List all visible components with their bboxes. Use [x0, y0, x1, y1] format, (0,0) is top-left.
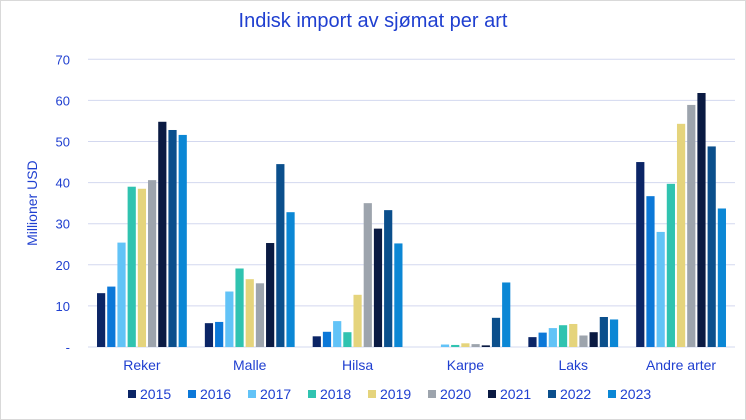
bar-reker-2020 [148, 180, 157, 347]
bar-reker-2022 [168, 129, 177, 347]
bar-reker-2021 [158, 121, 167, 347]
category-label: Reker [123, 357, 161, 373]
legend-label: 2017 [260, 386, 291, 402]
bar-reker-2018 [127, 186, 136, 347]
category-label: Laks [558, 357, 588, 373]
legend-label: 2020 [440, 386, 471, 402]
bar-andre-arter-2016 [646, 196, 655, 347]
bar-hilsa-2018 [343, 332, 352, 347]
y-tick-label: 70 [56, 52, 70, 67]
category-label: Andre arter [646, 357, 716, 373]
legend-swatch-2023 [608, 390, 616, 398]
bar-reker-2023 [178, 134, 187, 347]
category-label: Hilsa [342, 357, 373, 373]
bar-reker-2019 [137, 188, 147, 347]
legend-label: 2019 [380, 386, 411, 402]
legend-label: 2023 [620, 386, 651, 402]
y-tick-label: - [66, 340, 70, 355]
category-label: Karpe [447, 357, 485, 373]
bar-malle-2019 [245, 279, 254, 347]
bar-andre-arter-2019 [676, 123, 686, 348]
legend-swatch-2022 [548, 390, 556, 398]
bar-karpe-2018 [451, 344, 460, 347]
y-tick-label: 50 [56, 135, 70, 150]
bar-laks-2017 [548, 328, 557, 347]
bar-andre-arter-2018 [666, 183, 675, 347]
bar-malle-2016 [215, 321, 224, 347]
chart-title: Indisk import av sjømat per art [238, 10, 508, 32]
y-axis-label: Millioner USD [24, 160, 40, 246]
bar-malle-2020 [255, 283, 265, 347]
legend-label: 2016 [200, 386, 231, 402]
bar-hilsa-2015 [312, 336, 321, 347]
bar-reker-2017 [117, 242, 126, 347]
bar-reker-2015 [97, 293, 106, 347]
bar-reker-2016 [107, 286, 116, 347]
legend-label: 2021 [500, 386, 531, 402]
y-tick-label: 20 [56, 258, 70, 273]
bar-malle-2022 [276, 164, 285, 347]
y-tick-label: 30 [56, 217, 70, 232]
bar-laks-2021 [589, 332, 598, 347]
legend-swatch-2018 [308, 390, 316, 398]
bar-andre-arter-2015 [636, 162, 645, 347]
bar-karpe-2020 [471, 344, 480, 347]
bar-laks-2018 [558, 325, 568, 347]
legend-swatch-2015 [128, 390, 136, 398]
bar-laks-2020 [579, 335, 588, 347]
bar-malle-2018 [235, 268, 244, 347]
legend-swatch-2016 [188, 390, 196, 398]
bar-laks-2015 [528, 337, 537, 347]
legend-label: 2022 [560, 386, 591, 402]
bar-malle-2015 [204, 323, 214, 347]
bar-laks-2022 [599, 316, 608, 347]
bar-karpe-2019 [461, 343, 470, 347]
bar-andre-arter-2021 [697, 93, 706, 347]
y-tick-label: 10 [56, 299, 70, 314]
bar-hilsa-2023 [394, 243, 403, 347]
bar-hilsa-2019 [353, 294, 362, 347]
bar-hilsa-2022 [384, 210, 393, 347]
legend-swatch-2017 [248, 390, 256, 398]
bar-malle-2021 [266, 243, 275, 347]
bar-hilsa-2021 [373, 228, 383, 347]
legend-swatch-2021 [488, 390, 496, 398]
bar-karpe-2017 [440, 344, 450, 347]
bar-andre-arter-2023 [717, 208, 726, 347]
bar-hilsa-2020 [363, 203, 372, 347]
y-tick-label: 60 [56, 93, 70, 108]
bar-andre-arter-2020 [687, 104, 696, 348]
bar-laks-2019 [569, 323, 578, 347]
bar-laks-2023 [609, 319, 619, 347]
bar-karpe-2023 [502, 282, 511, 347]
bar-hilsa-2017 [333, 321, 342, 347]
category-label: Malle [233, 357, 267, 373]
bar-karpe-2021 [481, 345, 490, 347]
bar-malle-2023 [286, 212, 295, 347]
bar-karpe-2022 [491, 317, 501, 347]
y-tick-label: 40 [56, 176, 70, 191]
bar-andre-arter-2022 [707, 146, 716, 347]
legend-swatch-2020 [428, 390, 436, 398]
legend-label: 2018 [320, 386, 351, 402]
bar-andre-arter-2017 [656, 231, 665, 347]
bar-laks-2016 [538, 332, 547, 347]
bar-hilsa-2016 [322, 331, 332, 347]
legend-label: 2015 [140, 386, 171, 402]
bar-malle-2017 [225, 291, 234, 347]
legend-swatch-2019 [368, 390, 376, 398]
